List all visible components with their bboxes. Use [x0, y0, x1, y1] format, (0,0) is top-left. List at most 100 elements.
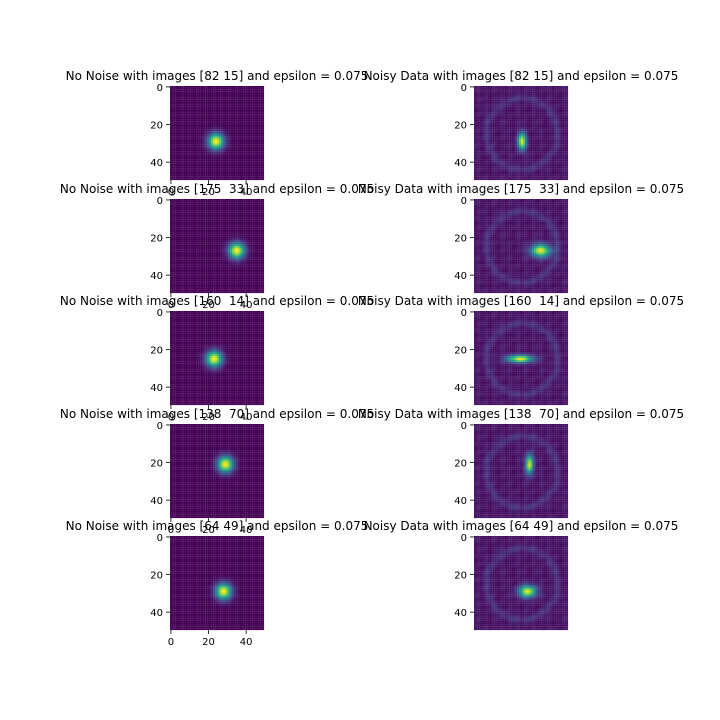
heatmap-cell — [251, 161, 253, 163]
heatmap-cell — [223, 156, 225, 158]
heatmap-cell — [258, 92, 260, 94]
heatmap-cell — [487, 118, 489, 120]
heatmap-cell — [256, 99, 258, 101]
heatmap-cell — [202, 135, 204, 137]
heatmap-cell — [225, 116, 227, 118]
heatmap-cell — [553, 161, 555, 163]
heatmap-cell — [523, 99, 525, 101]
heatmap-cell — [557, 150, 559, 152]
heatmap-cell — [255, 109, 257, 111]
heatmap-cell — [566, 148, 568, 150]
heatmap-cell — [204, 174, 206, 176]
heatmap-cell — [487, 105, 489, 107]
heatmap-cell — [517, 141, 519, 143]
heatmap-cell — [523, 156, 525, 158]
heatmap-cell — [223, 178, 225, 180]
heatmap-cell — [234, 99, 236, 101]
heatmap-cell — [221, 156, 223, 158]
heatmap-cell — [209, 110, 211, 112]
heatmap-cell — [487, 159, 489, 161]
heatmap-cell — [170, 159, 172, 161]
heatmap-cell — [529, 167, 531, 169]
heatmap-cell — [193, 99, 195, 101]
heatmap-cell — [187, 137, 189, 139]
heatmap-cell — [482, 120, 484, 122]
heatmap-cell — [209, 157, 211, 159]
heatmap-cell — [483, 103, 485, 105]
heatmap-cell — [555, 133, 557, 135]
heatmap-cell — [540, 156, 542, 158]
heatmap-cell — [225, 150, 227, 152]
heatmap-cell — [243, 156, 245, 158]
heatmap-cell — [482, 114, 484, 116]
heatmap-cell — [255, 105, 257, 107]
heatmap-cell — [247, 165, 249, 167]
heatmap-cell — [551, 127, 553, 129]
heatmap-cell — [253, 114, 255, 116]
heatmap-cell — [178, 174, 180, 176]
heatmap-cell — [179, 99, 181, 101]
heatmap-cell — [542, 112, 544, 114]
heatmap-cell — [255, 142, 257, 144]
heatmap-cell — [223, 118, 225, 120]
heatmap-cell — [228, 169, 230, 171]
heatmap-cell — [485, 110, 487, 112]
heatmap-cell — [260, 169, 262, 171]
heatmap-cell — [497, 86, 499, 88]
heatmap-cell — [262, 101, 264, 103]
heatmap-cell — [530, 109, 532, 111]
heatmap-cell — [196, 135, 198, 137]
heatmap-cell — [538, 92, 540, 94]
heatmap-cell — [225, 101, 227, 103]
heatmap-cell — [474, 144, 476, 146]
heatmap-cell — [566, 174, 568, 176]
heatmap-cell — [211, 124, 213, 126]
heatmap-cell — [515, 148, 517, 150]
heatmap-cell — [247, 127, 249, 129]
heatmap-cell — [240, 159, 242, 161]
heatmap-cell — [225, 144, 227, 146]
heatmap-cell — [200, 174, 202, 176]
heatmap-cell — [504, 157, 506, 159]
heatmap-cell — [534, 124, 536, 126]
heatmap-cell — [217, 112, 219, 114]
heatmap-cell — [221, 122, 223, 124]
heatmap-cell — [532, 109, 534, 111]
heatmap-cell — [206, 176, 208, 178]
heatmap-cell — [196, 169, 198, 171]
heatmap-cell — [225, 99, 227, 101]
heatmap-cell — [491, 171, 493, 173]
heatmap-cell — [253, 127, 255, 129]
heatmap-cell — [482, 172, 484, 174]
heatmap-cell — [504, 127, 506, 129]
heatmap-cell — [221, 152, 223, 154]
heatmap-cell — [221, 172, 223, 174]
heatmap-cell — [256, 159, 258, 161]
heatmap-cell — [179, 127, 181, 129]
heatmap-cell — [209, 125, 211, 127]
heatmap-cell — [172, 114, 174, 116]
heatmap-cell — [491, 156, 493, 158]
heatmap-cell — [542, 165, 544, 167]
heatmap-cell — [219, 116, 221, 118]
heatmap-cell — [191, 105, 193, 107]
heatmap-cell — [219, 125, 221, 127]
heatmap-cell — [480, 139, 482, 141]
heatmap-cell — [196, 118, 198, 120]
heatmap-cell — [262, 127, 264, 129]
heatmap-cell — [234, 154, 236, 156]
heatmap-cell — [172, 172, 174, 174]
heatmap-cell — [544, 146, 546, 148]
heatmap-cell — [181, 94, 183, 96]
heatmap-cell — [258, 169, 260, 171]
heatmap-cell — [219, 178, 221, 180]
heatmap-cell — [206, 169, 208, 171]
heatmap-cell — [485, 171, 487, 173]
heatmap-cell — [174, 178, 176, 180]
heatmap-cell — [482, 176, 484, 178]
heatmap-cell — [500, 154, 502, 156]
heatmap-cell — [251, 154, 253, 156]
heatmap-cell — [238, 148, 240, 150]
heatmap-cell — [243, 112, 245, 114]
